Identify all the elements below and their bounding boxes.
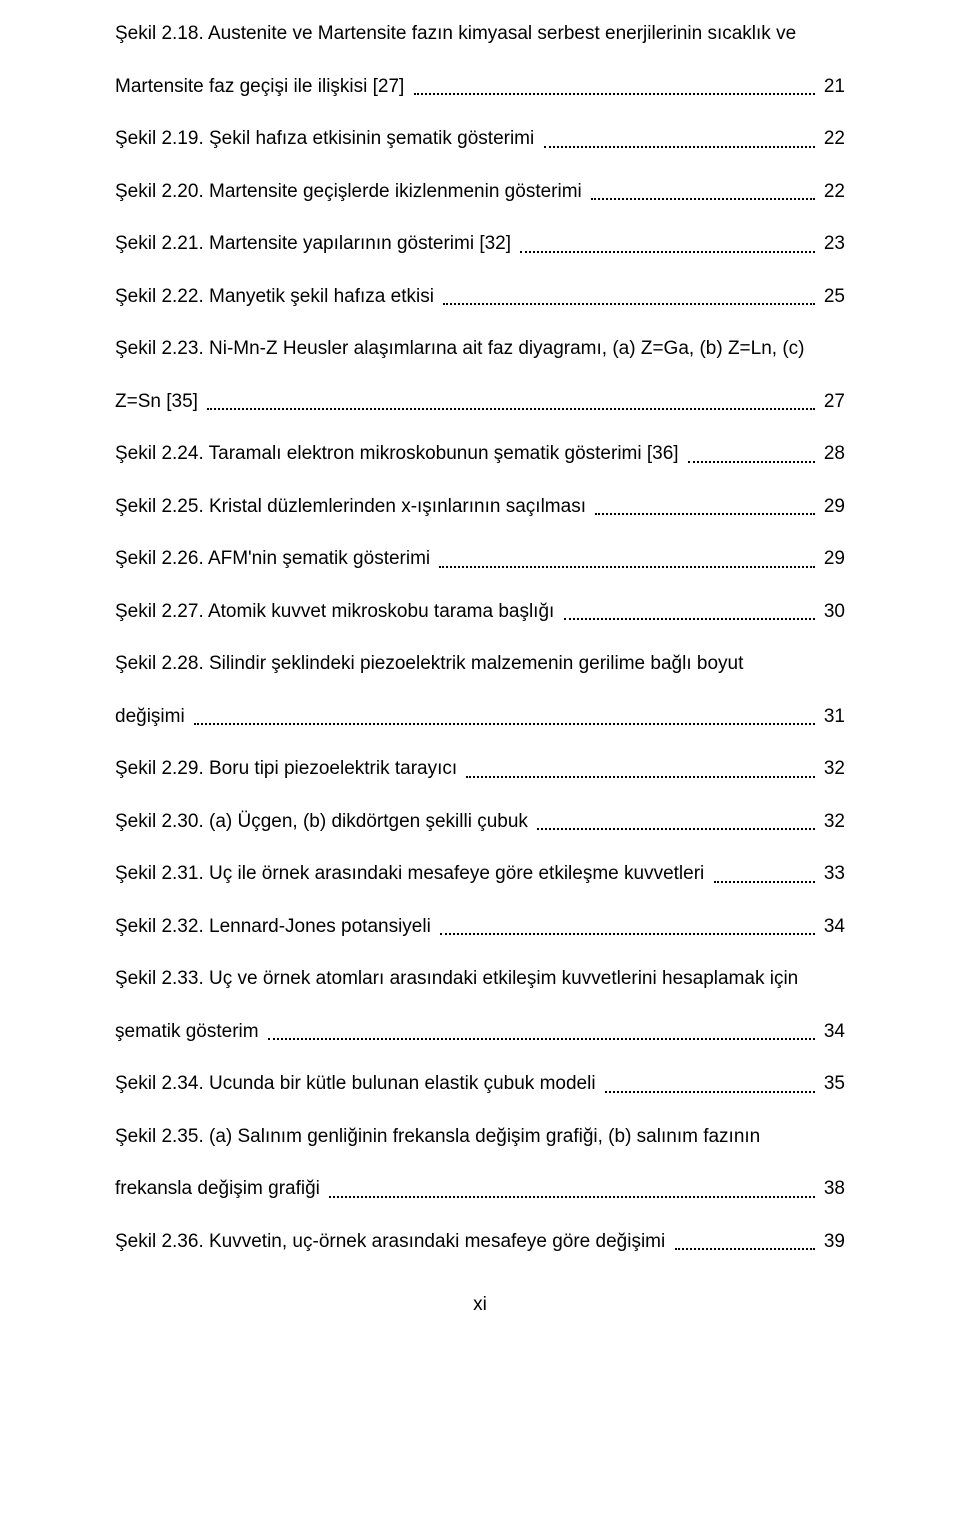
figure-page-number: 21 — [819, 73, 845, 102]
leader-dots — [443, 303, 814, 305]
list-of-figures: Şekil 2.18. Austenite ve Martensite fazı… — [115, 20, 845, 1256]
figure-page-number: 38 — [819, 1175, 845, 1204]
figure-page-number: 34 — [819, 1018, 845, 1047]
leader-dots — [564, 618, 815, 620]
leader-dots — [595, 513, 814, 515]
leader-dots — [520, 251, 814, 253]
figure-entry-text: Şekil 2.30. (a) Üçgen, (b) dikdörtgen şe… — [115, 808, 533, 837]
figure-page-number: 28 — [819, 440, 845, 469]
figure-entry-text: Şekil 2.22. Manyetik şekil hafıza etkisi — [115, 283, 439, 312]
leader-dots — [714, 881, 815, 883]
leader-dots — [466, 776, 814, 778]
figure-page-number: 22 — [819, 178, 845, 207]
figure-entry-text: Şekil 2.26. AFM'nin şematik gösterimi — [115, 545, 435, 574]
figure-page-number: 30 — [819, 598, 845, 627]
figure-entry-line2: değişimi 31 — [115, 703, 845, 732]
figure-entry-line2: frekansla değişim grafiği 38 — [115, 1175, 845, 1204]
figure-entry-text: Martensite faz geçişi ile ilişkisi [27] — [115, 73, 410, 102]
figure-entry-text: Şekil 2.36. Kuvvetin, uç-örnek arasındak… — [115, 1228, 671, 1257]
leader-dots — [268, 1038, 815, 1040]
figure-entry: Şekil 2.23. Ni-Mn-Z Heusler alaşımlarına… — [115, 335, 845, 416]
leader-dots — [537, 828, 814, 830]
figure-entry-text: Şekil 2.19. Şekil hafıza etkisinin şemat… — [115, 125, 540, 154]
figure-page-number: 22 — [819, 125, 845, 154]
figure-entry: Şekil 2.19. Şekil hafıza etkisinin şemat… — [115, 125, 845, 154]
figure-entry: Şekil 2.33. Uç ve örnek atomları arasınd… — [115, 965, 845, 1046]
leader-dots — [688, 461, 815, 463]
figure-page-number: 35 — [819, 1070, 845, 1099]
leader-dots — [440, 933, 814, 935]
figure-entry-line2: Martensite faz geçişi ile ilişkisi [27] … — [115, 73, 845, 102]
leader-dots — [207, 408, 814, 410]
figure-entry: Şekil 2.18. Austenite ve Martensite fazı… — [115, 20, 845, 101]
figure-entry-text: Z=Sn [35] — [115, 388, 203, 417]
figure-entry: Şekil 2.24. Taramalı elektron mikroskobu… — [115, 440, 845, 469]
leader-dots — [675, 1248, 815, 1250]
figure-entry-text: Şekil 2.20. Martensite geçişlerde ikizle… — [115, 178, 587, 207]
figure-entry-text: şematik gösterim — [115, 1018, 264, 1047]
leader-dots — [591, 198, 815, 200]
figure-page-number: 25 — [819, 283, 845, 312]
leader-dots — [439, 566, 814, 568]
figure-page-number: 29 — [819, 545, 845, 574]
figure-entry-line1: Şekil 2.33. Uç ve örnek atomları arasınd… — [115, 965, 845, 994]
leader-dots — [329, 1196, 814, 1198]
figure-page-number: 23 — [819, 230, 845, 259]
figure-entry: Şekil 2.28. Silindir şeklindeki piezoele… — [115, 650, 845, 731]
figure-entry-text: frekansla değişim grafiği — [115, 1175, 325, 1204]
figure-entry-text: değişimi — [115, 703, 190, 732]
figure-entry-line2: Z=Sn [35] 27 — [115, 388, 845, 417]
leader-dots — [544, 146, 815, 148]
leader-dots — [605, 1091, 815, 1093]
figure-page-number: 34 — [819, 913, 845, 942]
figure-entry: Şekil 2.31. Uç ile örnek arasındaki mesa… — [115, 860, 845, 889]
figure-page-number: 31 — [819, 703, 845, 732]
figure-entry-text: Şekil 2.32. Lennard-Jones potansiyeli — [115, 913, 436, 942]
figure-entry: Şekil 2.22. Manyetik şekil hafıza etkisi… — [115, 283, 845, 312]
figure-entry-text: Şekil 2.21. Martensite yapılarının göste… — [115, 230, 516, 259]
figure-entry: Şekil 2.20. Martensite geçişlerde ikizle… — [115, 178, 845, 207]
figure-entry: Şekil 2.34. Ucunda bir kütle bulunan ela… — [115, 1070, 845, 1099]
figure-entry: Şekil 2.32. Lennard-Jones potansiyeli 34 — [115, 913, 845, 942]
figure-entry-text: Şekil 2.31. Uç ile örnek arasındaki mesa… — [115, 860, 710, 889]
figure-entry-text: Şekil 2.27. Atomik kuvvet mikroskobu tar… — [115, 598, 560, 627]
figure-page-number: 39 — [819, 1228, 845, 1257]
figure-page-number: 27 — [819, 388, 845, 417]
figure-page-number: 33 — [819, 860, 845, 889]
page-container: Şekil 2.18. Austenite ve Martensite fazı… — [0, 0, 960, 1515]
figure-entry-text: Şekil 2.34. Ucunda bir kütle bulunan ela… — [115, 1070, 601, 1099]
figure-entry-line1: Şekil 2.18. Austenite ve Martensite fazı… — [115, 20, 845, 49]
figure-entry-text: Şekil 2.29. Boru tipi piezoelektrik tara… — [115, 755, 462, 784]
figure-entry: Şekil 2.35. (a) Salınım genliğinin freka… — [115, 1123, 845, 1204]
figure-entry-line1: Şekil 2.35. (a) Salınım genliğinin freka… — [115, 1123, 845, 1152]
figure-entry-line2: şematik gösterim 34 — [115, 1018, 845, 1047]
figure-entry: Şekil 2.29. Boru tipi piezoelektrik tara… — [115, 755, 845, 784]
figure-entry: Şekil 2.26. AFM'nin şematik gösterimi 29 — [115, 545, 845, 574]
leader-dots — [194, 723, 815, 725]
figure-entry-line1: Şekil 2.28. Silindir şeklindeki piezoele… — [115, 650, 845, 679]
figure-page-number: 32 — [819, 808, 845, 837]
figure-entry: Şekil 2.25. Kristal düzlemlerinden x-ışı… — [115, 493, 845, 522]
figure-page-number: 29 — [819, 493, 845, 522]
figure-entry-line1: Şekil 2.23. Ni-Mn-Z Heusler alaşımlarına… — [115, 335, 845, 364]
figure-entry: Şekil 2.27. Atomik kuvvet mikroskobu tar… — [115, 598, 845, 627]
leader-dots — [414, 93, 815, 95]
figure-entry: Şekil 2.30. (a) Üçgen, (b) dikdörtgen şe… — [115, 808, 845, 837]
figure-page-number: 32 — [819, 755, 845, 784]
figure-entry-text: Şekil 2.25. Kristal düzlemlerinden x-ışı… — [115, 493, 591, 522]
figure-entry-text: Şekil 2.24. Taramalı elektron mikroskobu… — [115, 440, 684, 469]
figure-entry: Şekil 2.36. Kuvvetin, uç-örnek arasındak… — [115, 1228, 845, 1257]
page-footer-number: xi — [115, 1291, 845, 1320]
figure-entry: Şekil 2.21. Martensite yapılarının göste… — [115, 230, 845, 259]
